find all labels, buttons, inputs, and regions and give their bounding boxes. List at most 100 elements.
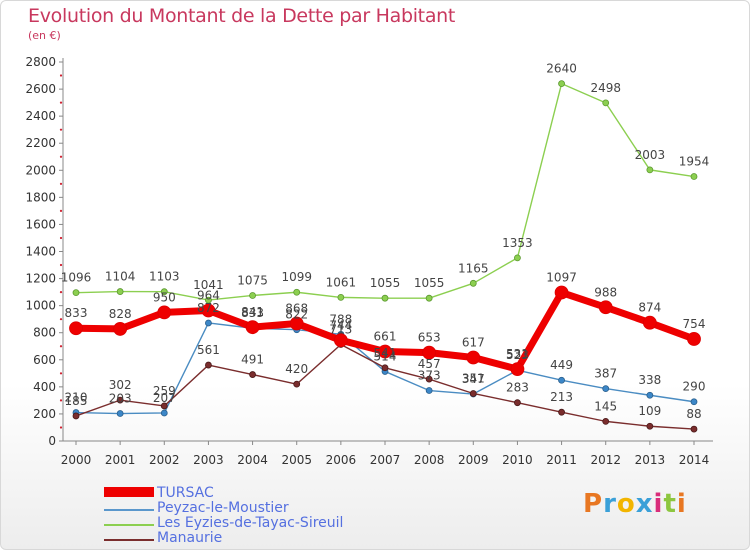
data-label: 1165 [458, 261, 489, 275]
data-label: 964 [197, 289, 220, 303]
legend-label: Les Eyzies-de-Tayac-Sireuil [157, 515, 344, 531]
x-tick-label: 2004 [237, 453, 268, 467]
data-label: 841 [241, 305, 264, 319]
data-label: 185 [65, 394, 88, 408]
data-point [425, 387, 433, 394]
data-label: 210 [65, 391, 88, 405]
data-label: 338 [638, 373, 661, 387]
legend-swatch [104, 539, 154, 541]
data-label: 541 [374, 346, 397, 360]
data-point [646, 422, 654, 430]
y-minor-tick [59, 101, 63, 104]
data-labels: 833 828 950 964 841 868 744 661 653 617 531 1097 988… [61, 62, 710, 421]
data-label: 874 [638, 301, 661, 315]
data-label: 457 [418, 357, 441, 371]
data-label: 872 [197, 301, 220, 315]
data-label: 1055 [370, 276, 401, 290]
data-label: 868 [285, 302, 308, 316]
data-point [469, 390, 477, 397]
y-minor-tick [59, 318, 63, 321]
x-tick-label: 2013 [635, 453, 666, 467]
y-tick-label: 200 [33, 407, 56, 421]
data-label: 347 [462, 372, 485, 386]
data-point [293, 380, 301, 388]
data-point [558, 408, 565, 416]
data-point [466, 350, 481, 365]
data-point [646, 166, 654, 174]
data-point [558, 80, 565, 88]
data-label: 1099 [281, 270, 312, 284]
y-tick-label: 1800 [25, 190, 56, 204]
data-point [72, 412, 80, 420]
data-label: 302 [109, 378, 132, 392]
axes: 0 200 400 600 800 1000 1200 1400 1600 1800 2000 220… [25, 55, 713, 467]
data-point [558, 376, 565, 384]
y-minor-tick [59, 263, 63, 267]
legend-label: Peyzac-le-Moustier [157, 500, 289, 516]
y-minor-tick [59, 345, 63, 348]
data-point [602, 385, 610, 393]
data-label: 1096 [61, 271, 92, 285]
data-point [201, 303, 216, 318]
y-tick-label: 2600 [25, 82, 56, 96]
data-point [514, 399, 521, 407]
data-label: 1104 [105, 270, 136, 284]
data-label: 788 [329, 312, 352, 326]
data-point [116, 410, 124, 417]
data-label: 2640 [546, 62, 577, 76]
data-point [289, 316, 304, 331]
data-label: 617 [462, 335, 485, 349]
data-label: 491 [241, 353, 264, 367]
data-point [160, 409, 168, 417]
data-point [554, 285, 569, 300]
data-point [690, 173, 698, 180]
y-tick-label: 1600 [25, 217, 56, 231]
series-line [75, 82, 695, 301]
y-tick-label: 2800 [25, 55, 56, 69]
data-label: 661 [374, 330, 397, 344]
data-point [378, 344, 392, 359]
data-label: 420 [285, 362, 308, 376]
data-point [69, 321, 83, 336]
data-label: 950 [153, 290, 176, 304]
data-label: 754 [683, 317, 706, 331]
data-point [249, 371, 256, 378]
data-point [333, 333, 348, 348]
x-tick-label: 2000 [61, 453, 92, 467]
x-tick-label: 2014 [679, 453, 710, 467]
y-tick-label: 800 [33, 326, 56, 340]
chart-title: Evolution du Montant de la Dette par Hab… [28, 5, 456, 27]
y-minor-tick [59, 182, 63, 185]
data-label: 88 [686, 407, 701, 421]
data-point [113, 322, 128, 336]
data-label: 653 [418, 331, 441, 345]
data-label: 1954 [679, 155, 710, 169]
legend-label: TURSAC [157, 485, 214, 501]
data-label: 1075 [237, 273, 268, 287]
data-point [337, 293, 345, 301]
legend-swatch [104, 509, 154, 511]
data-point [116, 288, 124, 295]
data-label: 1103 [149, 270, 180, 284]
y-minor-tick [59, 74, 63, 77]
data-label: 109 [638, 404, 661, 418]
data-label: 833 [241, 306, 264, 320]
data-label: 1055 [414, 276, 445, 290]
data-label: 283 [506, 381, 529, 395]
data-point [687, 332, 701, 346]
data-label: 2003 [635, 148, 666, 162]
x-tick-label: 2008 [414, 453, 445, 467]
data-label: 828 [109, 307, 132, 321]
data-label: 1061 [326, 275, 357, 289]
data-point [602, 99, 610, 107]
data-label: 514 [374, 349, 397, 363]
data-point [116, 396, 124, 404]
data-label: 1041 [193, 278, 224, 292]
data-point [205, 319, 212, 327]
data-point [422, 345, 437, 360]
x-tick-label: 2007 [370, 453, 401, 467]
y-tick-label: 600 [33, 353, 56, 367]
y-minor-tick [59, 399, 63, 402]
